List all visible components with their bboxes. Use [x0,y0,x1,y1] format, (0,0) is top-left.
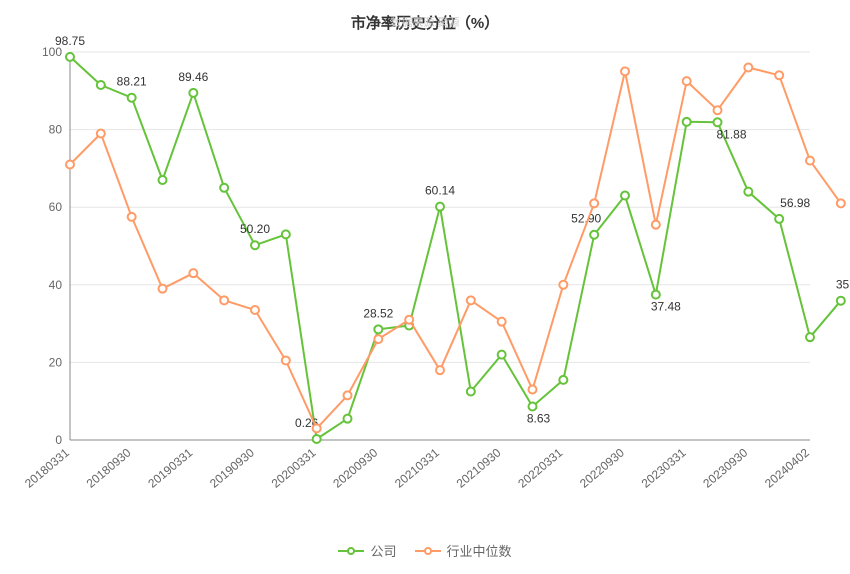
chart-canvas: 0204060801002018033120180930201903312019… [0,0,850,574]
series-marker-1[interactable] [97,129,105,137]
series-marker-1[interactable] [806,157,814,165]
series-marker-1[interactable] [837,199,845,207]
series-marker-1[interactable] [66,161,74,169]
y-tick-label: 40 [49,278,63,292]
legend-swatch-company [338,544,364,558]
series-marker-0[interactable] [590,231,598,239]
series-line-0 [70,57,841,439]
series-marker-0[interactable] [66,53,74,61]
x-tick-label: 20190331 [145,445,195,490]
data-label: 56.98 [780,196,810,210]
x-tick-label: 20180930 [84,445,134,490]
x-tick-label: 20210930 [454,445,504,490]
series-marker-0[interactable] [344,415,352,423]
series-marker-0[interactable] [683,118,691,126]
series-marker-0[interactable] [220,184,228,192]
series-marker-1[interactable] [529,386,537,394]
data-label: 8.63 [527,412,551,426]
data-label: 88.21 [117,75,147,89]
legend-swatch-industry-median [415,544,441,558]
legend-label-company: 公司 [370,541,396,560]
pb-percentile-chart: 市净率历史分位（%） 数据来源:聚源 020406080100201803312… [0,0,850,574]
series-marker-0[interactable] [97,81,105,89]
legend-item-company[interactable]: 公司 [338,541,396,560]
series-marker-0[interactable] [806,333,814,341]
x-tick-label: 20200930 [330,445,380,490]
series-marker-0[interactable] [251,241,259,249]
chart-legend: 公司 行业中位数 [0,541,850,560]
y-tick-label: 20 [49,355,63,369]
series-marker-1[interactable] [251,306,259,314]
series-marker-0[interactable] [652,291,660,299]
series-marker-1[interactable] [220,296,228,304]
data-label: 35.90 [836,278,850,292]
data-label: 28.52 [363,306,393,320]
series-marker-0[interactable] [313,435,321,443]
series-marker-1[interactable] [559,281,567,289]
series-marker-0[interactable] [559,376,567,384]
x-tick-label: 20180331 [22,445,72,490]
x-tick-label: 20200331 [269,445,319,490]
data-label: 60.14 [425,184,455,198]
y-tick-label: 0 [55,433,62,447]
series-marker-1[interactable] [282,356,290,364]
series-marker-0[interactable] [837,297,845,305]
data-label: 81.88 [716,127,746,141]
series-marker-0[interactable] [744,188,752,196]
series-marker-1[interactable] [498,318,506,326]
data-label: 98.75 [55,34,85,48]
series-marker-0[interactable] [498,351,506,359]
series-marker-0[interactable] [529,403,537,411]
x-tick-label: 20230331 [639,445,689,490]
series-marker-1[interactable] [621,67,629,75]
data-label: 37.48 [651,300,681,314]
series-marker-0[interactable] [159,176,167,184]
series-marker-0[interactable] [714,118,722,126]
chart-title: 市净率历史分位（%） [0,12,850,33]
series-marker-0[interactable] [189,89,197,97]
data-label: 50.20 [240,222,270,236]
y-tick-label: 60 [49,200,63,214]
y-tick-label: 80 [49,123,63,137]
series-marker-1[interactable] [128,213,136,221]
x-tick-label: 20220331 [515,445,565,490]
series-marker-0[interactable] [128,94,136,102]
series-marker-0[interactable] [282,230,290,238]
series-marker-1[interactable] [189,269,197,277]
series-marker-1[interactable] [405,316,413,324]
x-tick-label: 20240402 [762,445,812,490]
legend-label-industry-median: 行业中位数 [447,541,512,560]
x-tick-label: 20210331 [392,445,442,490]
series-marker-0[interactable] [436,203,444,211]
series-marker-1[interactable] [744,64,752,72]
x-tick-label: 20220930 [577,445,627,490]
series-marker-0[interactable] [467,388,475,396]
series-marker-0[interactable] [374,325,382,333]
series-marker-0[interactable] [621,192,629,200]
data-label: 89.46 [178,70,208,84]
series-marker-1[interactable] [436,366,444,374]
series-marker-1[interactable] [344,391,352,399]
series-marker-1[interactable] [775,71,783,79]
series-marker-1[interactable] [714,106,722,114]
series-marker-0[interactable] [775,215,783,223]
x-tick-label: 20230930 [700,445,750,490]
legend-item-industry-median[interactable]: 行业中位数 [415,541,512,560]
series-marker-1[interactable] [374,335,382,343]
series-marker-1[interactable] [652,221,660,229]
series-marker-1[interactable] [313,424,321,432]
series-marker-1[interactable] [467,296,475,304]
series-marker-1[interactable] [159,285,167,293]
series-marker-1[interactable] [590,199,598,207]
x-tick-label: 20190930 [207,445,257,490]
series-marker-1[interactable] [683,77,691,85]
series-line-1 [70,68,841,429]
